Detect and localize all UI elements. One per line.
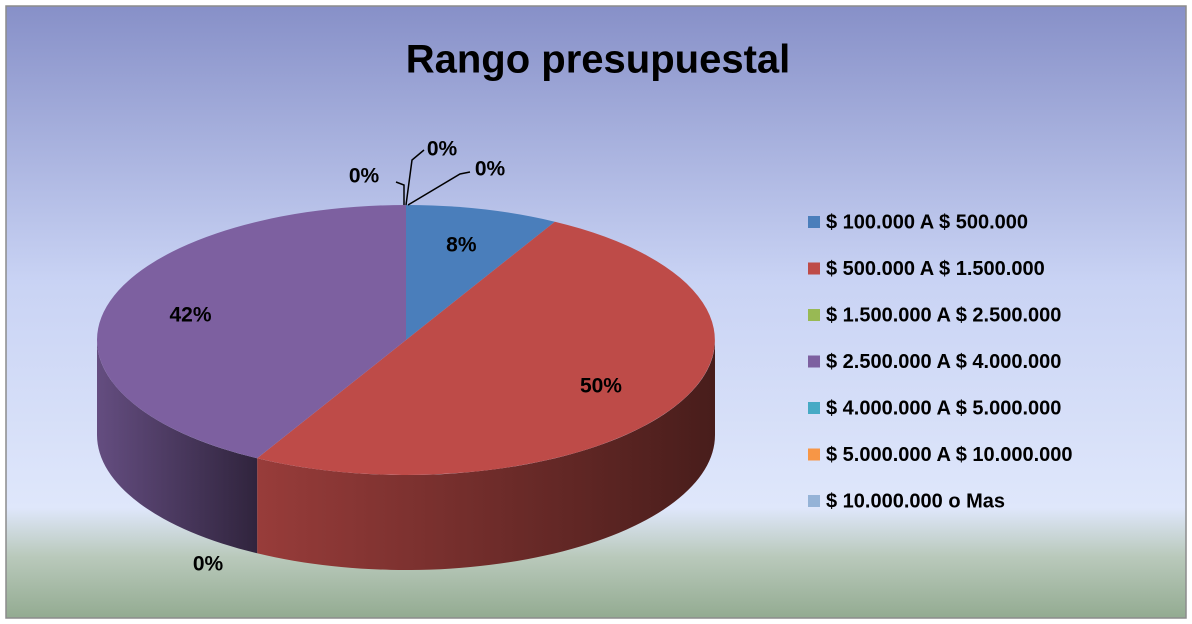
data-label: 42%	[169, 303, 211, 326]
legend-swatch	[808, 309, 820, 321]
legend-swatch	[808, 402, 820, 414]
data-label: 0%	[349, 165, 380, 188]
chart-title: Rango presupuestal	[406, 38, 791, 82]
data-label: 8%	[446, 233, 477, 256]
pie-slice-side	[257, 340, 716, 570]
legend-swatch	[808, 355, 820, 368]
legend-label: $ 100.000 A $ 500.000	[826, 211, 1028, 233]
leader-line	[395, 181, 405, 205]
pie-slice-side	[97, 340, 258, 554]
data-label: 0%	[475, 158, 506, 181]
data-label: 0%	[193, 553, 224, 576]
legend-label: $ 2.500.000 A $ 4.000.000	[826, 351, 1061, 373]
pie-slice	[406, 205, 555, 340]
legend-swatch	[808, 448, 820, 461]
legend-swatch	[808, 216, 820, 228]
legend-label: $ 10.000.000 o Mas	[826, 490, 1005, 512]
pie-slice	[257, 221, 715, 475]
leader-line	[405, 149, 425, 206]
pie-slice	[97, 205, 407, 459]
leader-line	[407, 171, 471, 206]
data-label: 50%	[580, 374, 622, 397]
data-label: 0%	[427, 138, 458, 161]
legend-label: $ 5.000.000 A $ 10.000.000	[826, 444, 1073, 466]
legend-label: $ 4.000.000 A $ 5.000.000	[826, 397, 1061, 419]
legend-label: $ 1.500.000 A $ 2.500.000	[826, 304, 1061, 326]
legend-label: $ 500.000 A $ 1.500.000	[826, 258, 1045, 280]
legend-swatch	[808, 262, 820, 275]
legend-swatch	[808, 495, 820, 507]
